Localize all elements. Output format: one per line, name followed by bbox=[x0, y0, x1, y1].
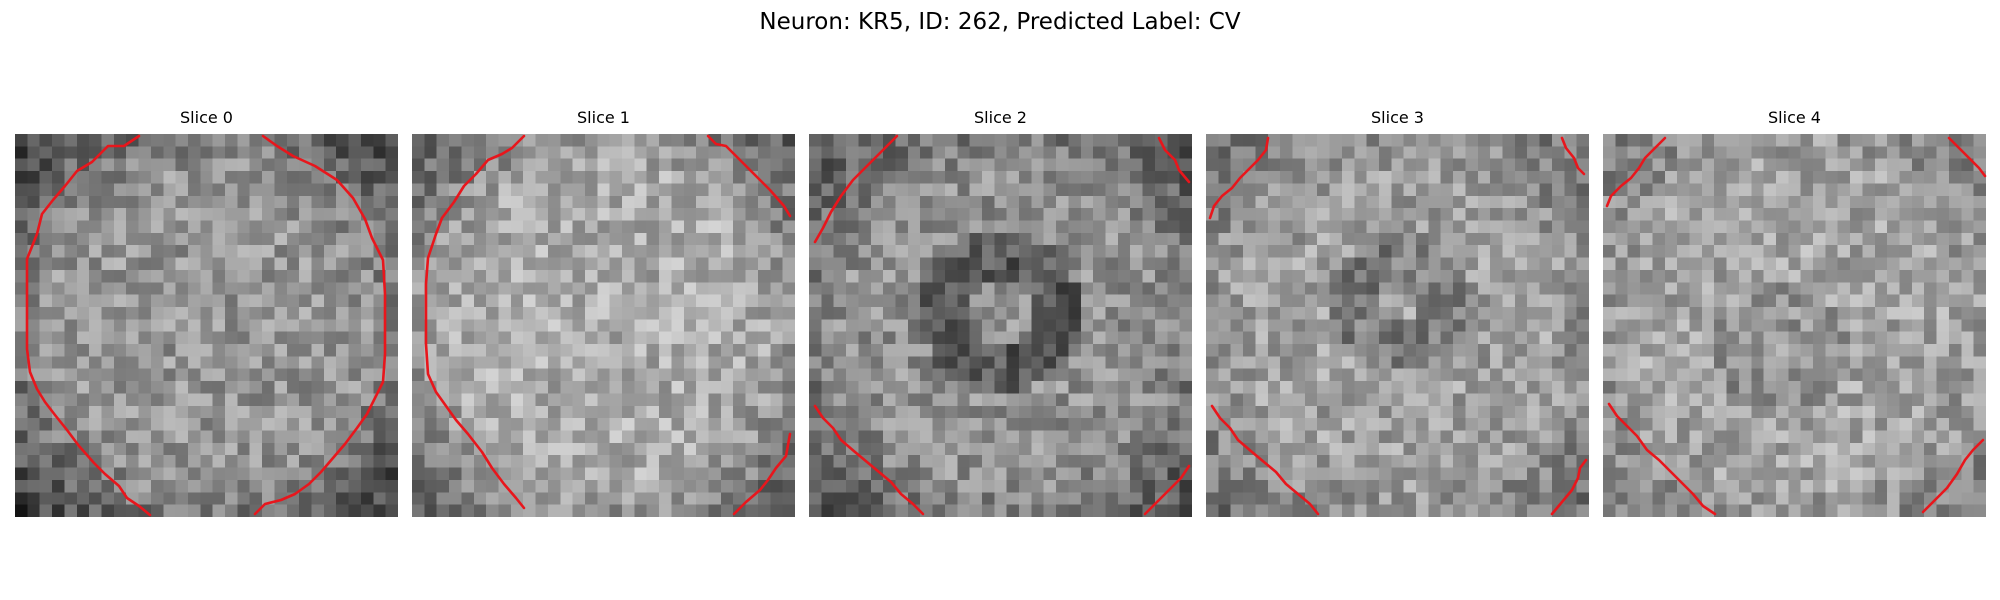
slice-panel-4: Slice 4 bbox=[1603, 108, 1987, 517]
contour-line bbox=[1921, 438, 1985, 514]
contour-line bbox=[813, 404, 925, 516]
contour-line bbox=[1605, 136, 1667, 208]
slice-panel-2: Slice 2 bbox=[809, 108, 1192, 517]
pixel-grid bbox=[412, 134, 795, 517]
contour-overlay bbox=[1605, 136, 1987, 516]
slice-title: Slice 2 bbox=[974, 108, 1027, 127]
slice-panel-0: Slice 0 bbox=[15, 108, 398, 517]
slice-image-1 bbox=[412, 134, 795, 517]
contour-line bbox=[253, 134, 387, 516]
slice-panel-1: Slice 1 bbox=[412, 108, 795, 517]
contour-overlay bbox=[813, 134, 1191, 516]
slice-title: Slice 1 bbox=[577, 108, 630, 127]
contour-line bbox=[1208, 136, 1270, 220]
slice-image-4 bbox=[1603, 134, 1987, 517]
contour-line bbox=[1947, 136, 1987, 178]
contour-line bbox=[1607, 402, 1717, 516]
contour-line bbox=[1157, 136, 1191, 184]
contour-line bbox=[732, 432, 792, 516]
slice-title: Slice 4 bbox=[1768, 108, 1821, 127]
contour-line bbox=[25, 134, 152, 517]
slice-title: Slice 3 bbox=[1371, 108, 1424, 127]
contour-overlay bbox=[1208, 136, 1588, 516]
contour-line bbox=[1143, 464, 1191, 516]
pixel-grid bbox=[15, 134, 398, 517]
contour-line bbox=[1550, 458, 1588, 516]
slice-image-0 bbox=[15, 134, 398, 517]
contour-line bbox=[1210, 404, 1320, 516]
slice-image-2 bbox=[809, 134, 1192, 517]
contour-line bbox=[706, 134, 792, 218]
contour-line bbox=[813, 134, 899, 244]
slice-image-3 bbox=[1206, 134, 1589, 517]
pixel-grid bbox=[1206, 134, 1589, 517]
figure-title: Neuron: KR5, ID: 262, Predicted Label: C… bbox=[759, 9, 1241, 35]
contour-overlay bbox=[424, 134, 792, 516]
contour-overlay bbox=[25, 134, 387, 517]
slice-title: Slice 0 bbox=[180, 108, 233, 127]
pixel-grid bbox=[809, 134, 1192, 517]
slice-panel-3: Slice 3 bbox=[1206, 108, 1589, 517]
contour-line bbox=[424, 134, 526, 510]
pixel-grid bbox=[1603, 134, 1986, 517]
contour-line bbox=[1560, 136, 1586, 176]
